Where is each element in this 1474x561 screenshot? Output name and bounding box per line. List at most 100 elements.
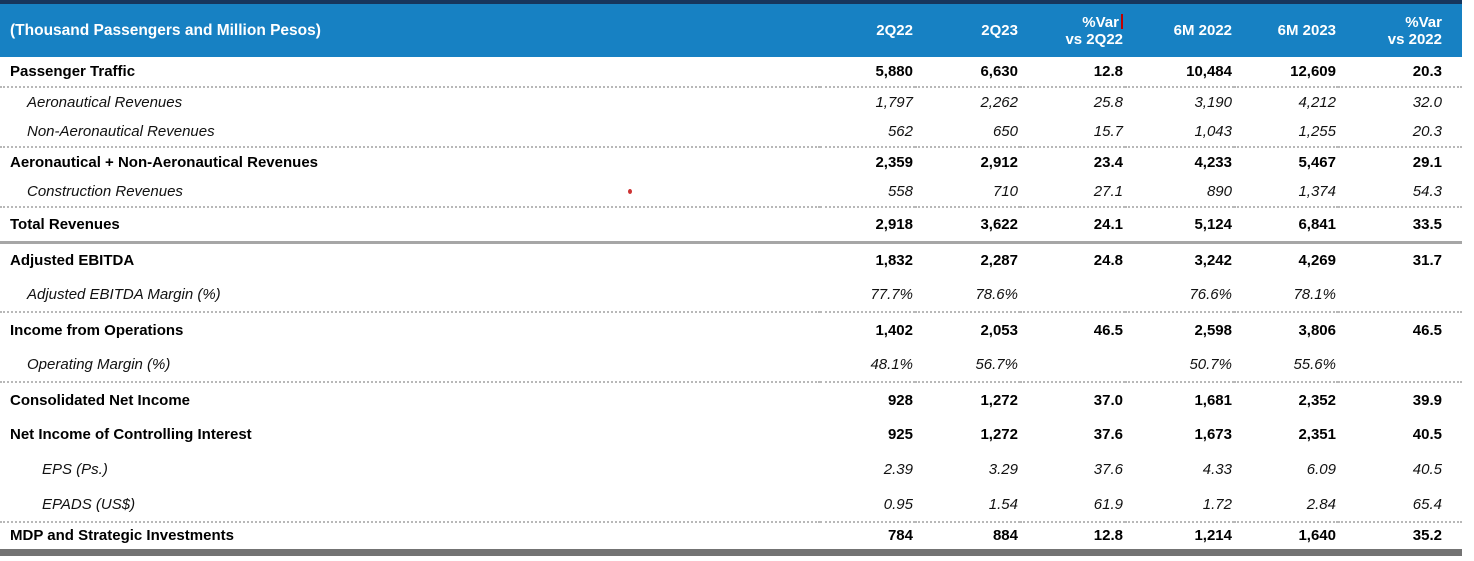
table-row: Adjusted EBITDA 1,832 2,287 24.8 3,242 4… [0,242,1462,277]
value-cell-2q22: 562 [820,117,915,148]
table-title: (Thousand Passengers and Million Pesos) [10,21,321,39]
column-header-2q23: 2Q23 [915,0,1020,57]
table-row: Income from Operations 1,402 2,053 46.5 … [0,312,1462,347]
table-row: Net Income of Controlling Interest 925 1… [0,417,1462,452]
value-cell-var-vs-2q22: 37.6 [1093,461,1123,478]
value-cell-2q22: 5,880 [820,57,915,88]
value-cell-2q22: 0.95 [820,487,915,523]
table-row: Aeronautical + Non-Aeronautical Revenues… [0,147,1462,177]
value-cell-6m-2023: 4,269 [1298,251,1336,269]
table-row: Adjusted EBITDA Margin (%) 77.7% 78.6% 7… [0,277,1462,313]
stray-caret-mark [1121,13,1123,29]
column-header-6m-2023: 6M 2023 [1234,0,1338,57]
row-label-cell: Passenger Traffic [0,57,820,88]
value-cell-var-vs-2q22: 46.5 [1093,321,1123,339]
value-cell-var-vs-2q22: 12.8 [1020,522,1125,556]
value-cell-var-vs-2q22: 12.8 [1020,57,1125,88]
row-label-cell: Net Income of Controlling Interest [10,426,252,443]
value-cell-var-vs-2022: 33.5 [1338,207,1462,244]
row-label-cell: Construction Revenues [0,177,820,208]
value-cell-6m-2022: 2,598 [1194,321,1232,339]
value-cell-var-vs-2q22: 61.9 [1020,487,1125,523]
row-label-cell: Non-Aeronautical Revenues [0,117,820,148]
value-cell-var-vs-2022: 20.3 [1338,57,1462,88]
value-cell-6m-2023: 1,255 [1234,117,1338,148]
value-cell-var-vs-2q22 [1020,347,1125,383]
column-header-var-vs-2q22: %Var vs 2Q22 [1020,0,1125,57]
value-cell-6m-2023: 2,352 [1298,391,1336,409]
value-cell-var-vs-2q22: 23.4 [1093,154,1123,171]
value-cell-6m-2023: 5,467 [1298,154,1336,171]
table-row: EPS (Ps.) 2.39 3.29 37.6 4.33 6.09 40.5 [0,452,1462,487]
value-cell-6m-2023: 1,640 [1234,522,1338,556]
value-cell-var-vs-2022: 20.3 [1338,117,1462,148]
value-cell-var-vs-2022: 40.5 [1412,461,1442,478]
value-cell-6m-2023: 2.84 [1234,487,1338,523]
value-cell-2q22: 1,402 [875,321,913,339]
value-cell-2q23: 884 [915,522,1020,556]
value-cell-2q23: 1,272 [980,391,1018,409]
value-cell-6m-2022: 1,673 [1194,426,1232,443]
value-cell-6m-2023: 3,806 [1298,321,1336,339]
table-row: EPADS (US$) 0.95 1.54 61.9 1.72 2.84 65.… [0,487,1462,523]
table-row: Non-Aeronautical Revenues 562 650 15.7 1… [0,117,1462,148]
value-cell-var-vs-2q22 [1020,277,1125,313]
value-cell-6m-2023: 4,212 [1298,94,1336,111]
row-label-cell: EPADS (US$) [0,487,820,523]
column-header-var-vs-2022: %Var vs 2022 [1338,0,1462,57]
table-row: Passenger Traffic 5,880 6,630 12.8 10,48… [0,57,1462,88]
table-row: Aeronautical Revenues 1,797 2,262 25.8 3… [0,87,1462,117]
value-cell-6m-2022: 4,233 [1194,154,1232,171]
table-row: MDP and Strategic Investments 784 884 12… [0,522,1462,556]
table-row: Operating Margin (%) 48.1% 56.7% 50.7% 5… [0,347,1462,383]
value-cell-2q22: 1,797 [875,94,913,111]
value-cell-2q22: 928 [887,391,913,409]
row-label-cell: MDP and Strategic Investments [0,522,820,556]
value-cell-6m-2022: 3,190 [1194,94,1232,111]
value-cell-6m-2023: 2,351 [1298,426,1336,443]
row-label-cell: Adjusted EBITDA Margin (%) [0,277,820,313]
row-label-cell: Operating Margin (%) [0,347,820,383]
column-header-6m-2022: 6M 2022 [1125,0,1234,57]
value-cell-var-vs-2q22: 15.7 [1020,117,1125,148]
value-cell-var-vs-2022: 46.5 [1412,321,1442,339]
value-cell-var-vs-2022: 31.7 [1412,251,1442,269]
value-cell-var-vs-2022 [1338,277,1462,313]
value-cell-2q23: 650 [915,117,1020,148]
table-body: Passenger Traffic 5,880 6,630 12.8 10,48… [0,57,1462,556]
value-cell-2q23: 710 [915,177,1020,208]
value-cell-var-vs-2q22: 24.1 [1020,207,1125,244]
value-cell-6m-2022: 5,124 [1125,207,1234,244]
value-cell-2q23: 2,053 [980,321,1018,339]
value-cell-var-vs-2q22: 25.8 [1093,94,1123,111]
value-cell-var-vs-2022: 29.1 [1412,154,1442,171]
row-label-cell: Total Revenues [0,207,820,244]
value-cell-2q23: 78.6% [915,277,1020,313]
value-cell-var-vs-2022 [1338,347,1462,383]
value-cell-6m-2022: 50.7% [1125,347,1234,383]
value-cell-6m-2023: 78.1% [1234,277,1338,313]
value-cell-2q22: 2,918 [820,207,915,244]
value-cell-var-vs-2022: 40.5 [1412,426,1442,443]
value-cell-var-vs-2q22: 27.1 [1020,177,1125,208]
value-cell-2q23: 1,272 [980,426,1018,443]
value-cell-2q23: 3.29 [988,461,1018,478]
value-cell-6m-2022: 1,681 [1194,391,1232,409]
value-cell-2q22: 77.7% [820,277,915,313]
value-cell-6m-2022: 4.33 [1202,461,1232,478]
value-cell-6m-2022: 10,484 [1125,57,1234,88]
value-cell-6m-2022: 890 [1125,177,1234,208]
value-cell-var-vs-2022: 65.4 [1338,487,1462,523]
value-cell-var-vs-2022: 54.3 [1338,177,1462,208]
value-cell-2q22: 48.1% [820,347,915,383]
value-cell-2q23: 56.7% [915,347,1020,383]
value-cell-2q22: 2.39 [883,461,913,478]
value-cell-var-vs-2q22: 37.6 [1093,426,1123,443]
row-label-cell: Aeronautical Revenues [27,94,183,111]
value-cell-2q23: 6,630 [915,57,1020,88]
value-cell-2q23: 2,262 [980,94,1018,111]
table-row: Consolidated Net Income 928 1,272 37.0 1… [0,382,1462,417]
value-cell-2q22: 784 [820,522,915,556]
value-cell-6m-2023: 1,374 [1234,177,1338,208]
